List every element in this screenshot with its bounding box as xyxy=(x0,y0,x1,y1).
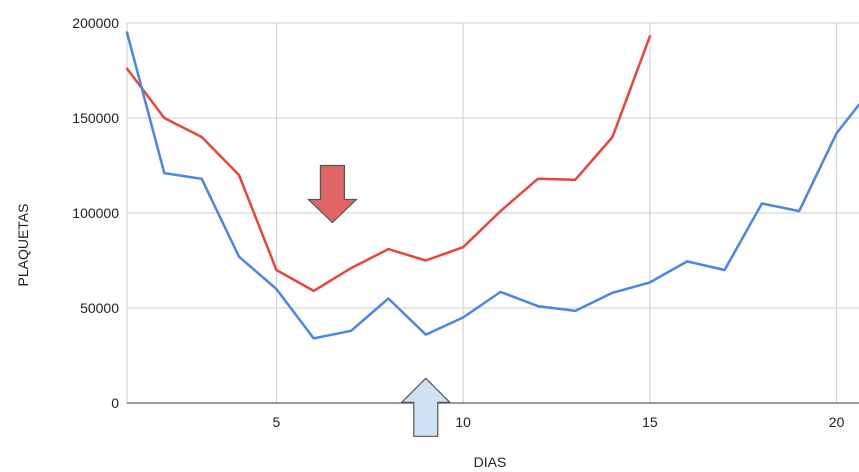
x-tick-label: 5 xyxy=(272,414,280,430)
y-tick-label: 50000 xyxy=(80,300,119,316)
y-tick-label: 0 xyxy=(111,395,119,411)
annotation-layer xyxy=(306,164,452,437)
y-tick-label: 100000 xyxy=(72,205,119,221)
x-tick-label: 10 xyxy=(455,414,471,430)
y-axis-label: PLAQUETAS xyxy=(15,204,31,287)
y-tick-label: 200000 xyxy=(72,15,119,31)
x-tick-label: 20 xyxy=(829,414,845,430)
horizontal-gridlines xyxy=(127,22,859,309)
y-tick-labels: 0 50000 100000 150000 200000 xyxy=(72,15,119,411)
arrow-down-icon xyxy=(306,164,358,224)
series-line-1 xyxy=(125,35,652,293)
x-axis-label: DIAS xyxy=(474,454,507,470)
series-layer xyxy=(125,31,859,340)
y-tick-label: 150000 xyxy=(72,110,119,126)
series-line-2 xyxy=(125,31,859,340)
arrow-up-icon xyxy=(400,377,452,437)
x-tick-labels: 5 10 15 20 xyxy=(272,414,844,430)
x-tick-label: 15 xyxy=(642,414,658,430)
